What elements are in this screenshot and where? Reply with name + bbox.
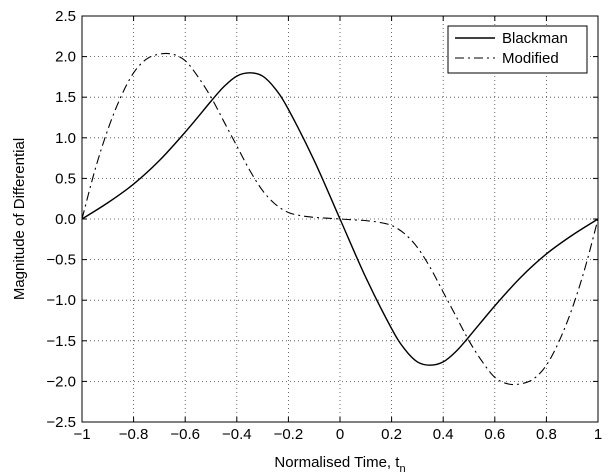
axis-ticks: [81, 15, 599, 423]
x-tick-label: −0.4: [222, 426, 252, 443]
x-tick-labels: −1 −0.8 −0.6 −0.4 −0.2 0 0.2 0.4 0.6 0.8 1: [73, 426, 602, 443]
series-line-blackman: [81, 72, 599, 366]
y-tick-label: 2.5: [55, 8, 76, 25]
y-tick-label: −0.5: [46, 252, 76, 269]
y-tick-label: −1.0: [46, 292, 76, 309]
y-axis-label: Magnitude of Differential: [11, 138, 28, 300]
x-tick-label: −1: [73, 426, 90, 443]
x-tick-label: 0: [336, 426, 344, 443]
x-axis-label-main: Normalised Time, t: [274, 454, 400, 471]
x-tick-label: 0.8: [536, 426, 557, 443]
series-lines: [81, 52, 599, 386]
x-axis-label: Normalised Time, tn: [274, 454, 405, 474]
y-tick-label: 0.5: [55, 170, 76, 187]
y-tick-label: 0.0: [55, 211, 76, 228]
y-tick-label: 1.0: [55, 130, 76, 147]
x-tick-label: 0.6: [484, 426, 505, 443]
x-tick-label: 0.2: [381, 426, 402, 443]
x-axis-label-subscript: n: [399, 463, 405, 474]
x-tick-label: −0.8: [119, 426, 149, 443]
legend-label-modified: Modified: [502, 50, 559, 67]
y-tick-label: 2.0: [55, 49, 76, 66]
y-tick-label: −2.5: [46, 414, 76, 431]
y-tick-label: −1.5: [46, 333, 76, 350]
y-tick-labels: −2.5 −2.0 −1.5 −1.0 −0.5 0.0 0.5 1.0 1.5 2.0 2.5: [46, 8, 76, 431]
legend-label-blackman: Blackman: [502, 30, 568, 47]
y-tick-label: 1.5: [55, 89, 76, 106]
series-line-modified: [81, 52, 599, 386]
y-tick-label: −2.0: [46, 373, 76, 390]
x-tick-label: −0.6: [170, 426, 200, 443]
x-tick-label: −0.2: [274, 426, 304, 443]
x-tick-label: 1: [594, 426, 602, 443]
legend: Blackman Modified: [447, 25, 588, 74]
legend-box: [447, 25, 588, 74]
x-tick-label: 0.4: [433, 426, 454, 443]
